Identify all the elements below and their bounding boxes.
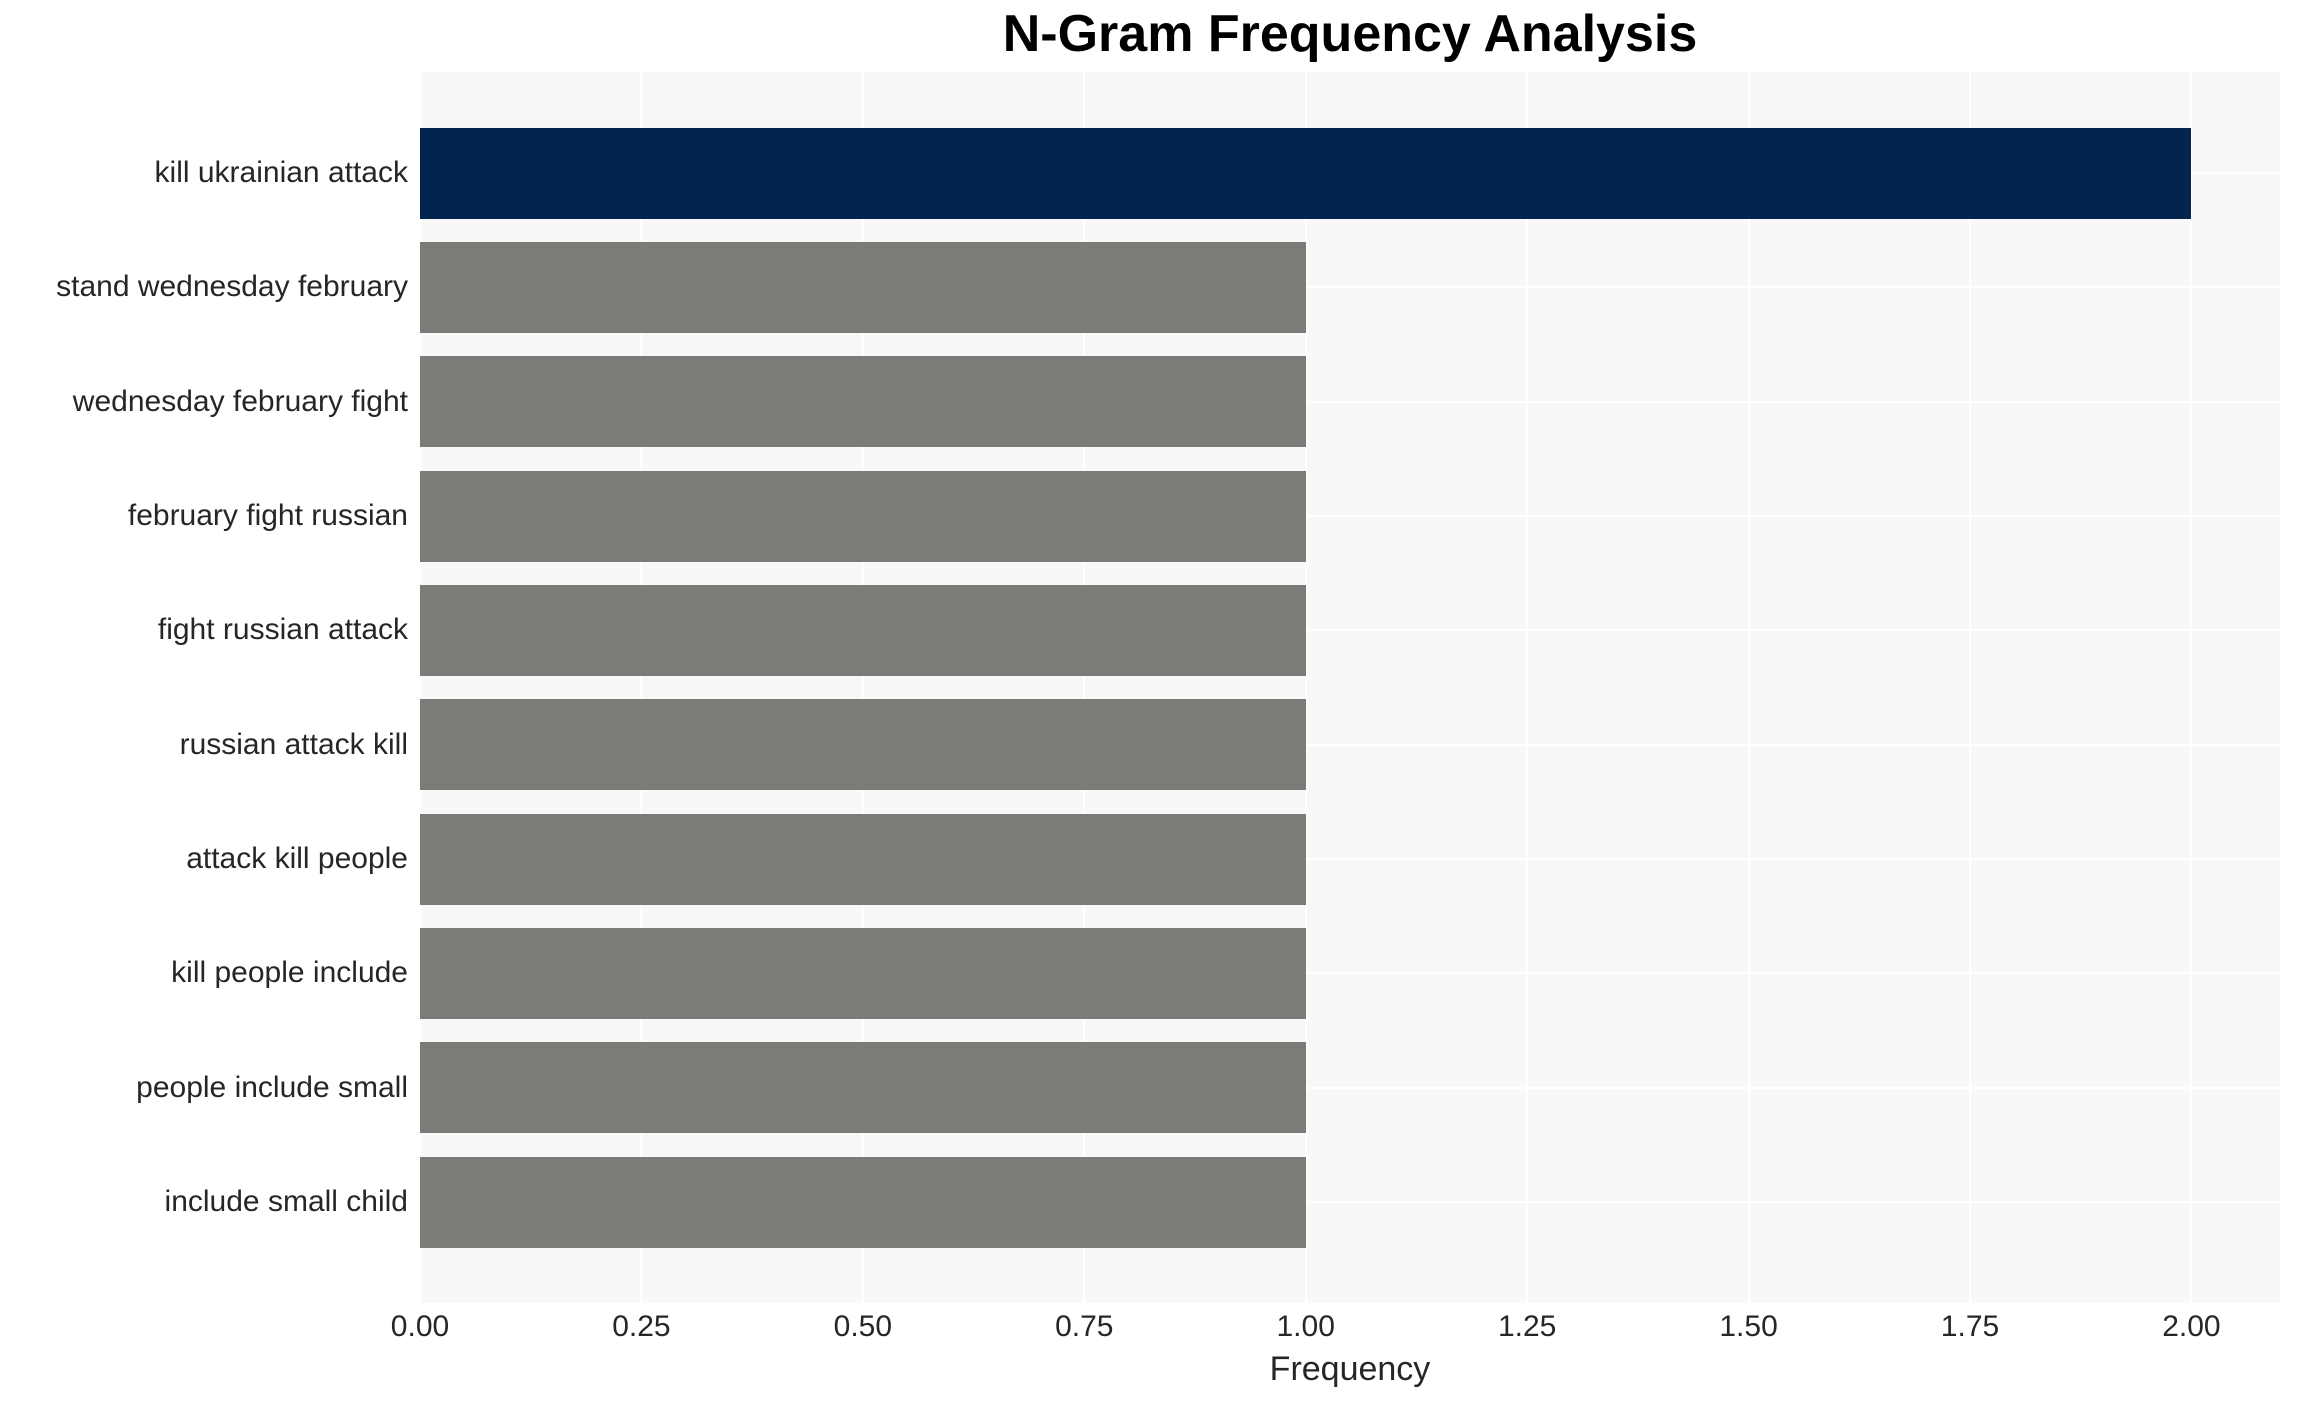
- x-tick-label: 0.50: [833, 1310, 893, 1343]
- grid-line-horizontal: [420, 1086, 2280, 1089]
- y-tick-label: fight russian attack: [157, 613, 408, 647]
- y-tick-label: kill people include: [171, 956, 408, 990]
- grid-line-vertical: [419, 72, 421, 1303]
- grid-line-horizontal: [420, 743, 2280, 746]
- y-tick-label: attack kill people: [186, 842, 408, 875]
- grid-line-vertical: [1304, 72, 1307, 1303]
- grid-line-horizontal: [420, 400, 2280, 403]
- grid-line-vertical: [2190, 72, 2193, 1303]
- bar: [420, 584, 1306, 676]
- bar: [420, 1042, 1306, 1134]
- x-axis-title: Frequency: [1269, 1350, 1431, 1388]
- bar: [420, 241, 1306, 333]
- y-tick-label: people include small: [136, 1070, 408, 1104]
- y-tick-label: kill ukrainian attack: [154, 156, 408, 189]
- x-tick-label: 0.25: [612, 1310, 671, 1343]
- x-tick-label: 1.25: [1497, 1310, 1557, 1343]
- bar: [420, 813, 1306, 905]
- bar: [420, 699, 1306, 791]
- y-tick-label: include small child: [164, 1185, 408, 1218]
- bar: [420, 927, 1306, 1019]
- grid-line-horizontal: [420, 1201, 2280, 1203]
- y-tick-label: russian attack kill: [179, 727, 408, 761]
- y-tick-label: stand wednesday february: [56, 270, 408, 304]
- grid-line-vertical: [861, 72, 864, 1303]
- x-tick-label: 1.75: [1940, 1310, 2000, 1343]
- bar: [420, 356, 1306, 448]
- x-tick-label: 1.00: [1276, 1310, 1335, 1343]
- y-tick-label: wednesday february fight: [72, 384, 408, 418]
- grid-line-horizontal: [420, 858, 2280, 860]
- bar: [420, 1156, 1306, 1248]
- grid-line-vertical: [640, 72, 643, 1303]
- x-tick-label: 2.00: [2162, 1310, 2221, 1343]
- x-tick-label: 0.75: [1055, 1310, 1114, 1343]
- grid-line-vertical: [1969, 72, 1971, 1303]
- grid-line-horizontal: [420, 972, 2280, 975]
- chart-title: N-Gram Frequency Analysis: [1002, 5, 1698, 63]
- x-tick-label: 0.00: [390, 1310, 450, 1343]
- grid-line-horizontal: [420, 629, 2280, 632]
- bar: [420, 470, 1306, 562]
- grid-line-vertical: [1083, 72, 1086, 1303]
- grid-line-vertical: [1747, 72, 1750, 1303]
- grid-line-vertical: [1526, 72, 1529, 1303]
- bar: [420, 127, 2192, 219]
- plot-area: [419, 72, 2280, 1303]
- grid-line-horizontal: [420, 286, 2280, 289]
- x-tick-label: 1.50: [1719, 1310, 1778, 1343]
- grid-line-horizontal: [420, 515, 2280, 517]
- y-tick-label: february fight russian: [127, 499, 408, 532]
